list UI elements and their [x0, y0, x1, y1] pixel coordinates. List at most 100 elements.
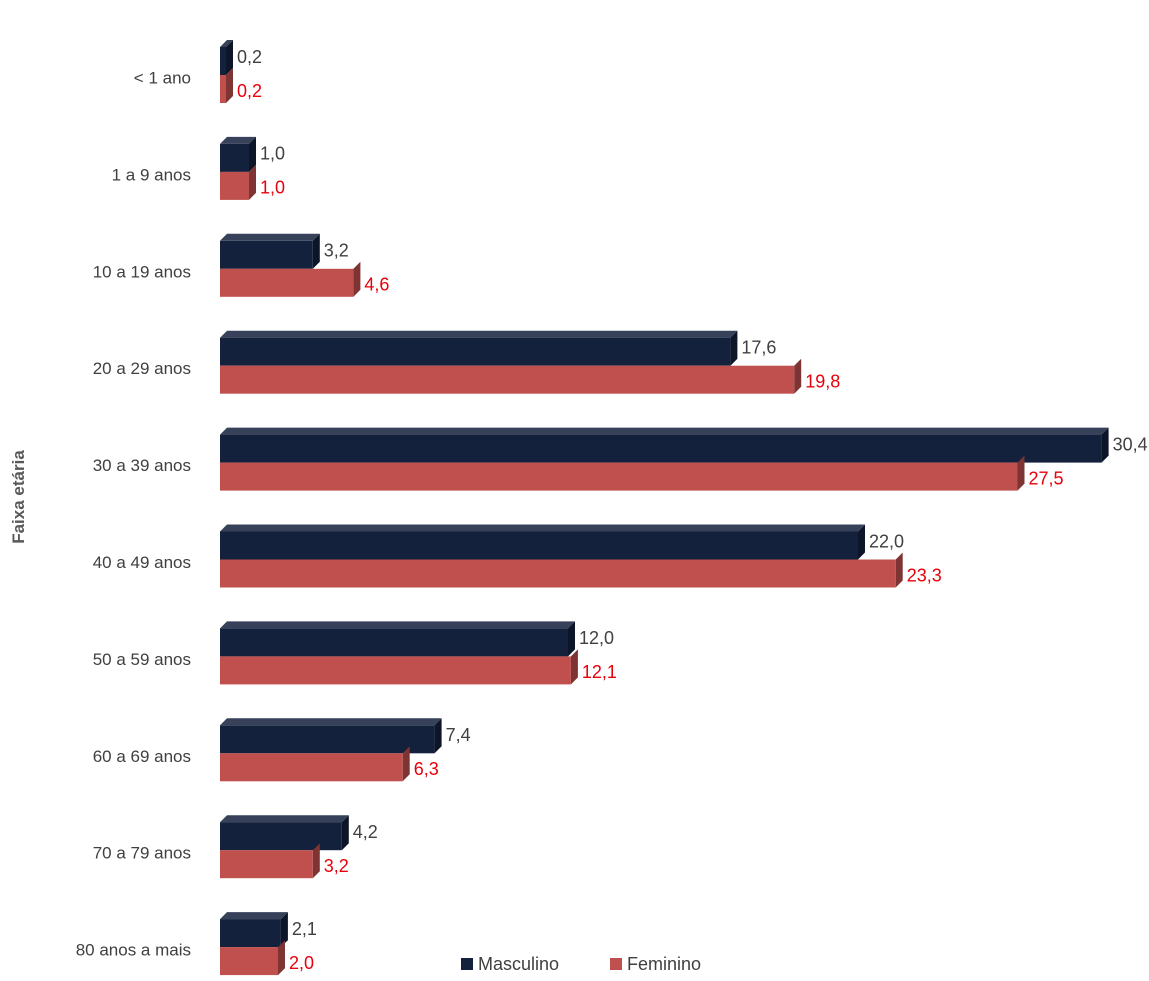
bar-side-face	[312, 233, 320, 269]
bar-side-face	[434, 718, 442, 754]
value-label-feminino: 6,3	[414, 759, 439, 779]
bar-feminino	[220, 164, 256, 200]
bar-front-face	[220, 462, 1018, 491]
value-label-masculino: 12,0	[579, 628, 614, 648]
value-label-feminino: 3,2	[324, 856, 349, 876]
bar-top-face	[220, 40, 233, 47]
value-label-feminino: 2,0	[289, 953, 314, 973]
bar-masculino	[220, 815, 349, 851]
bar-top-face	[220, 136, 256, 144]
bar-side-face	[402, 746, 410, 782]
bar-front-face	[220, 240, 313, 269]
legend-label-feminino: Feminino	[627, 954, 701, 974]
value-label-feminino: 0,2	[237, 81, 262, 101]
value-label-feminino: 4,6	[364, 275, 389, 295]
value-label-feminino: 27,5	[1029, 468, 1064, 488]
bar-masculino	[220, 912, 288, 948]
y-axis-title: Faixa etária	[9, 450, 28, 544]
bar-front-face	[220, 559, 896, 588]
value-label-masculino: 1,0	[260, 144, 285, 164]
bar-side-face	[226, 68, 233, 103]
bar-front-face	[220, 434, 1102, 463]
bar-front-face	[220, 143, 249, 172]
bar-front-face	[220, 850, 313, 879]
category-labels: < 1 ano 1 a 9 anos 10 a 19 anos 20 a 29 ano…	[76, 68, 191, 959]
bar-masculino	[220, 427, 1109, 463]
bar-front-face	[220, 628, 568, 657]
bar-masculino	[220, 40, 233, 75]
bar-top-face	[220, 427, 1109, 435]
bar-feminino	[220, 261, 361, 297]
bar-side-face	[730, 330, 738, 366]
legend: Masculino Feminino	[461, 954, 701, 974]
category-label: 1 a 9 anos	[112, 165, 191, 184]
value-label-feminino: 19,8	[805, 371, 840, 391]
category-label: 60 a 69 anos	[93, 747, 191, 766]
bar-front-face	[220, 47, 226, 75]
value-label-masculino: 4,2	[353, 822, 378, 842]
value-label-feminino: 1,0	[260, 178, 285, 198]
bar-side-face	[226, 40, 233, 75]
bar-front-face	[220, 725, 435, 754]
value-label-feminino: 23,3	[907, 565, 942, 585]
value-label-masculino: 3,2	[324, 241, 349, 261]
bar-side-face	[278, 940, 285, 976]
bar-top-face	[220, 330, 738, 338]
bar-feminino	[220, 455, 1025, 491]
bar-front-face	[220, 656, 571, 685]
category-label: 30 a 39 anos	[93, 456, 191, 475]
bar-front-face	[220, 753, 403, 782]
value-label-masculino: 7,4	[446, 725, 471, 745]
bar-side-face	[895, 552, 903, 588]
bar-front-face	[220, 822, 342, 851]
bar-front-face	[220, 531, 858, 560]
bar-top-face	[220, 815, 349, 823]
bar-top-face	[220, 233, 320, 241]
bar-feminino	[220, 940, 285, 976]
bar-side-face	[1101, 427, 1109, 463]
bar-side-face	[794, 358, 802, 394]
bar-side-face	[341, 815, 349, 851]
bar-feminino	[220, 358, 802, 394]
bar-feminino	[220, 649, 578, 685]
bar-side-face	[312, 843, 320, 879]
value-label-feminino: 12,1	[582, 662, 617, 682]
category-label: 50 a 59 anos	[93, 650, 191, 669]
bar-feminino	[220, 68, 233, 103]
value-labels: 0,2 0,2 1,0 1,0 3,2 4,6 17,6 19,8 30,4 27,5 22,023…	[237, 47, 1148, 973]
category-label: < 1 ano	[134, 68, 191, 87]
bar-side-face	[249, 136, 256, 172]
bar-masculino	[220, 718, 442, 754]
bar-side-face	[1017, 455, 1025, 491]
bar-side-face	[353, 261, 361, 297]
bar-front-face	[220, 337, 731, 366]
bar-feminino	[220, 552, 903, 588]
legend-swatch-feminino	[610, 958, 622, 970]
bar-top-face	[220, 912, 288, 920]
bar-masculino	[220, 524, 865, 560]
bar-side-face	[570, 649, 578, 685]
value-label-masculino: 17,6	[741, 337, 776, 357]
bar-side-face	[568, 621, 575, 657]
bar-masculino	[220, 136, 256, 172]
bar-front-face	[220, 268, 354, 297]
bar-side-face	[858, 524, 865, 560]
bar-front-face	[220, 947, 278, 976]
category-label: 10 a 19 anos	[93, 262, 191, 281]
legend-label-masculino: Masculino	[478, 954, 559, 974]
bar-masculino	[220, 330, 738, 366]
value-label-masculino: 0,2	[237, 47, 262, 67]
bar-masculino	[220, 233, 320, 269]
value-label-masculino: 22,0	[869, 531, 904, 551]
bar-side-face	[249, 164, 256, 200]
category-label: 70 a 79 anos	[93, 844, 191, 863]
bar-top-face	[220, 718, 442, 726]
value-label-masculino: 30,4	[1113, 434, 1148, 454]
bar-feminino	[220, 746, 410, 782]
bar-masculino	[220, 621, 575, 657]
value-label-masculino: 2,1	[292, 919, 317, 939]
bars-group	[220, 40, 1109, 976]
legend-swatch-masculino	[461, 958, 473, 970]
bar-front-face	[220, 919, 281, 948]
